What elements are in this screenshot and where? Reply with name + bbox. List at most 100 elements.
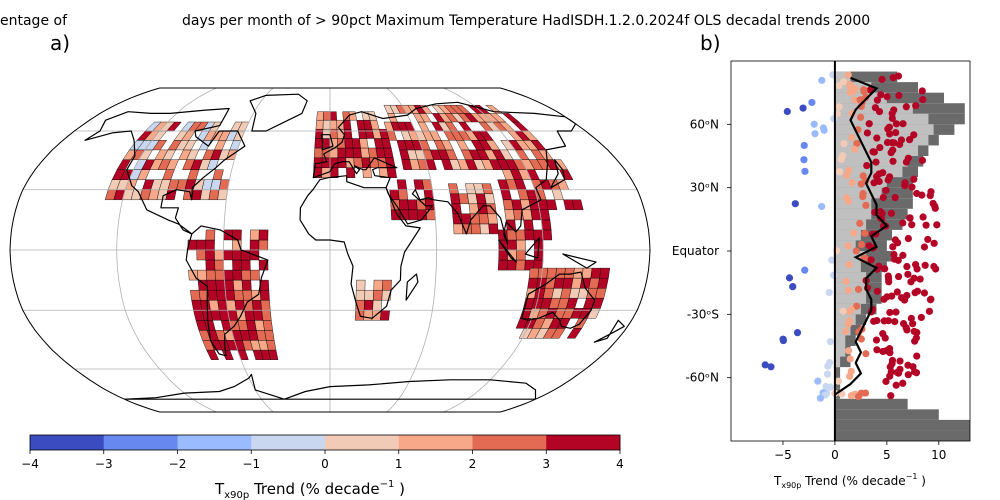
trend-grid-cell	[528, 267, 540, 279]
gridbox-trend-point	[873, 287, 881, 295]
gridbox-trend-point	[897, 136, 906, 144]
trend-grid-cell	[260, 300, 271, 311]
gridbox-trend-point	[901, 182, 909, 190]
trend-grid-cell	[511, 121, 530, 132]
gridbox-trend-point	[851, 145, 859, 153]
gridbox-trend-point	[843, 171, 851, 179]
trend-grid-cell	[162, 169, 175, 180]
trend-grid-cell	[571, 199, 584, 210]
trend-grid-cell	[323, 111, 331, 121]
gridbox-trend-point	[844, 242, 852, 250]
gridbox-trend-point	[904, 234, 912, 243]
gridbox-trend-point	[861, 229, 869, 237]
gridbox-trend-point	[847, 367, 855, 375]
gridbox-trend-point	[840, 139, 848, 148]
gridbox-trend-point	[869, 148, 877, 156]
observed-fraction-bar	[834, 219, 867, 230]
gridbox-trend-point	[826, 358, 834, 367]
observed-fraction-bar	[834, 356, 841, 368]
observed-fraction-bar	[834, 335, 846, 346]
gridbox-trend-point	[921, 261, 929, 269]
gridbox-trend-point	[793, 329, 802, 337]
trend-grid-cell	[206, 349, 220, 360]
gridbox-trend-point	[789, 283, 797, 291]
trend-grid-cell	[507, 239, 517, 251]
colorbar-tick-label: −2	[169, 457, 187, 471]
gridbox-trend-point	[884, 275, 893, 283]
trend-grid-cell	[497, 259, 508, 271]
trend-grid-cell	[214, 269, 225, 281]
gridbox-trend-point	[799, 104, 807, 112]
trend-grid-cell	[479, 223, 490, 235]
trend-grid-cell	[504, 159, 519, 170]
land-fraction-bar	[834, 430, 970, 441]
gridbox-trend-point	[902, 158, 911, 166]
gridbox-trend-point	[888, 139, 896, 147]
trend-grid-cell	[355, 290, 366, 301]
trend-grid-cell	[214, 259, 225, 271]
longitude-gridline	[443, 88, 544, 412]
gridbox-trend-point	[910, 175, 918, 183]
coastline	[593, 319, 625, 343]
gridbox-trend-point	[873, 316, 881, 325]
map-coastlines	[84, 93, 625, 400]
colorbar-label: Tx90p Trend (% decade−1 )	[214, 479, 405, 500]
gridbox-trend-point	[808, 98, 816, 107]
gridbox-trend-point	[857, 335, 865, 343]
trend-grid-cell	[470, 223, 481, 235]
trend-grid-cell	[484, 193, 496, 204]
trend-grid-cell	[372, 300, 383, 311]
trend-grid-cell	[322, 120, 331, 130]
trend-grid-cell	[244, 310, 255, 321]
gridbox-trend-point	[872, 336, 881, 344]
gridbox-trend-point	[847, 85, 855, 93]
gridbox-trend-point	[835, 168, 844, 176]
gridbox-trend-point	[904, 361, 912, 369]
gridbox-trend-point	[930, 239, 938, 247]
trend-grid-cell	[352, 147, 362, 158]
coastline	[299, 175, 421, 319]
gridbox-trend-point	[908, 183, 916, 191]
gridbox-trend-point	[918, 191, 926, 199]
trend-grid-cell	[527, 277, 539, 289]
trend-grid-cell	[196, 249, 206, 261]
gridbox-trend-point	[918, 156, 927, 164]
gridbox-trend-point	[932, 265, 940, 273]
trend-grid-cell	[380, 310, 390, 321]
gridbox-trend-point	[904, 371, 912, 379]
gridbox-trend-point	[818, 202, 826, 211]
trend-grid-cell	[208, 189, 220, 200]
gridbox-trend-point	[854, 285, 863, 293]
trend-grid-cell	[197, 269, 208, 281]
trend-grid-cell	[259, 279, 270, 291]
colorbar-tick-label: 2	[469, 457, 477, 471]
gridbox-trend-point	[888, 114, 896, 122]
gridbox-trend-point	[892, 381, 900, 389]
trend-grid-cell	[241, 279, 252, 291]
gridbox-trend-point	[892, 120, 901, 128]
colorbar-tick-label: 3	[542, 457, 550, 471]
gridbox-trend-point	[933, 221, 941, 229]
colorbar-segment	[398, 435, 473, 450]
trend-grid-cell	[343, 120, 352, 130]
gridbox-trend-point	[882, 347, 890, 355]
gridbox-trend-point	[844, 197, 853, 205]
gridbox-trend-point	[882, 186, 890, 194]
gridbox-trend-point	[811, 130, 819, 138]
gridbox-trend-point	[818, 76, 826, 84]
x-tick-label: 0	[831, 448, 839, 462]
trend-grid-cell	[383, 147, 394, 158]
trend-grid-cell	[542, 229, 553, 241]
gridbox-trend-point	[887, 392, 895, 400]
gridbox-trend-point	[791, 200, 799, 208]
coastline	[185, 225, 269, 357]
coastline	[84, 107, 246, 235]
trend-grid-cell	[329, 111, 337, 121]
trend-grid-cell	[566, 328, 583, 339]
panel-b-xlabel: Tx90p Trend (% decade−1 )	[773, 472, 926, 490]
figure-title-right: days per month of > 90pct Maximum Temper…	[182, 13, 870, 29]
gridbox-trend-point	[823, 370, 832, 378]
observed-fraction-bar	[834, 187, 882, 199]
trend-grid-cell	[515, 259, 526, 271]
gridbox-trend-point	[852, 247, 860, 255]
